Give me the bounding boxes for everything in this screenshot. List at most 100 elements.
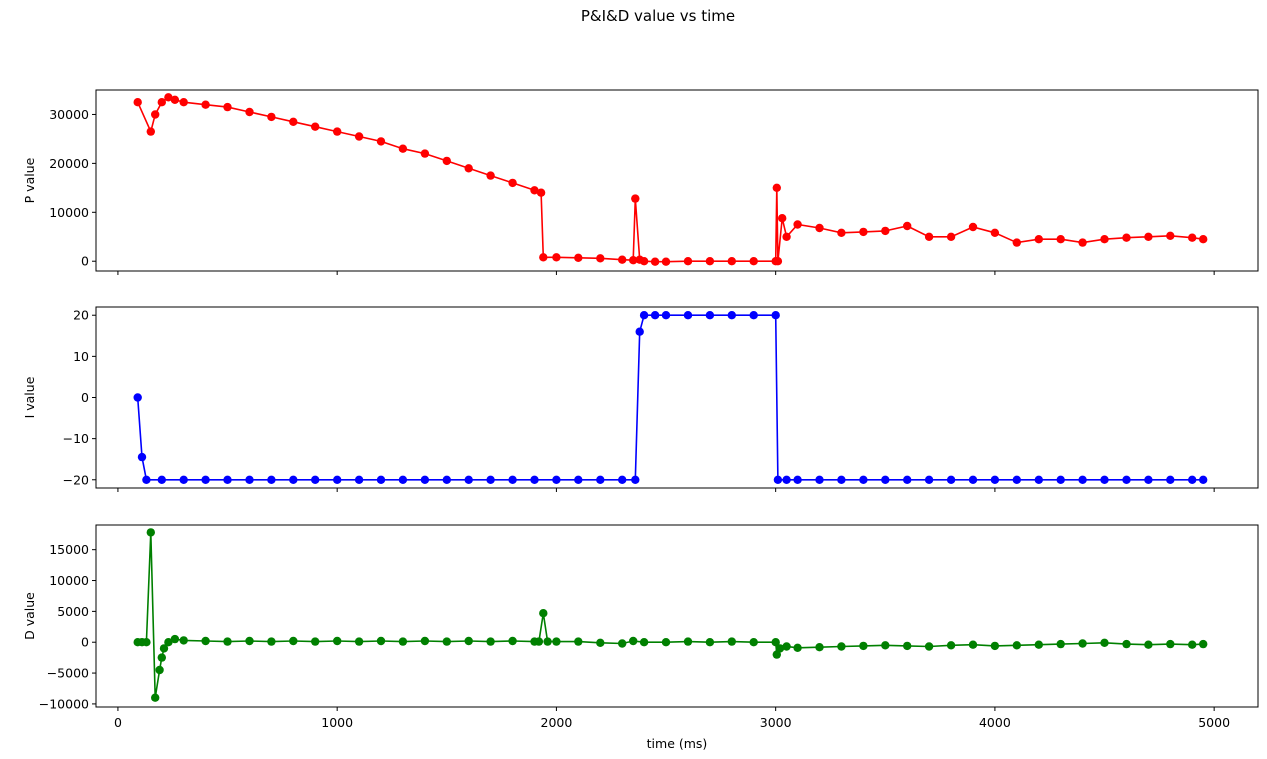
d-value-line — [137, 532, 1204, 698]
p-value-axis-label: P value — [22, 157, 37, 203]
i-value-point — [267, 475, 276, 484]
d-value-point — [1122, 639, 1131, 649]
i-value-point — [1144, 475, 1153, 484]
p-value-y-tick-label: 10000 — [49, 205, 89, 220]
d-value-point — [157, 653, 166, 662]
i-value-point — [530, 475, 539, 484]
i-value-point — [1012, 475, 1021, 484]
i-value-point — [245, 475, 254, 484]
i-value-point — [201, 475, 210, 484]
d-value-point — [1166, 639, 1175, 649]
d-value-point — [508, 636, 517, 646]
i-value-point — [618, 475, 627, 484]
p-value-point — [772, 183, 781, 192]
d-value-point — [946, 641, 956, 650]
i-value-point — [946, 475, 956, 484]
i-value-point — [1056, 475, 1065, 484]
p-value-point — [508, 178, 517, 188]
p-value-point — [903, 221, 912, 231]
p-value-point — [773, 257, 783, 266]
p-value-point — [639, 257, 649, 266]
p-value-point — [859, 227, 868, 237]
d-value-point — [146, 528, 155, 537]
d-value-point — [164, 638, 173, 647]
p-value-point — [442, 156, 451, 166]
d-value-point — [543, 637, 552, 646]
i-value-y-tick-label: 20 — [73, 308, 89, 323]
i-value-point — [639, 311, 649, 320]
p-value-point — [530, 186, 539, 195]
p-value-y-tick-label: 30000 — [49, 107, 89, 122]
p-value-point — [815, 223, 824, 233]
i-value-point — [773, 475, 783, 484]
p-value-point — [552, 253, 561, 262]
d-value-point — [1012, 641, 1021, 650]
p-value-point — [420, 149, 430, 158]
d-value-point — [1056, 639, 1065, 649]
x-tick-label: 0 — [114, 715, 122, 730]
d-value-point — [705, 638, 715, 647]
p-value-point — [990, 228, 1000, 237]
p-value-point — [727, 257, 736, 266]
i-value-point — [837, 475, 846, 484]
i-value-point — [311, 475, 320, 484]
p-value-point — [1144, 232, 1153, 241]
i-value-line — [136, 314, 1204, 481]
figure-title: P&I&D value vs time — [581, 7, 735, 25]
x-tick-label: 3000 — [760, 715, 792, 730]
i-value-point — [683, 311, 693, 320]
p-value-point — [837, 228, 846, 237]
i-value-point — [631, 475, 640, 484]
i-value-axis-label: I value — [22, 376, 37, 418]
i-value-point — [705, 311, 715, 320]
i-value-point — [486, 475, 495, 484]
i-value-point — [1166, 475, 1175, 484]
x-tick-label: 5000 — [1198, 715, 1230, 730]
i-value-point — [635, 327, 644, 336]
p-value-y-tick-label: 20000 — [49, 156, 89, 171]
p-value-point — [618, 255, 627, 264]
p-value-point — [705, 257, 715, 266]
d-value-point — [596, 638, 605, 647]
p-value-point — [782, 232, 791, 241]
i-value-point — [1122, 475, 1131, 484]
d-value-point — [881, 641, 890, 650]
d-value-point — [639, 638, 649, 647]
d-value-point — [782, 642, 791, 651]
i-value-point — [508, 475, 517, 484]
i-value-y-tick-label: 10 — [73, 349, 89, 364]
i-value-axes-frame — [95, 306, 1259, 489]
d-value-point — [142, 638, 151, 647]
i-value-point — [596, 475, 605, 484]
p-value-point — [201, 100, 210, 109]
p-value-point — [1166, 231, 1175, 240]
p-value-point — [778, 214, 787, 223]
d-value-point — [552, 637, 561, 646]
d-value-panel: −10000 −5000 0 5000 10000 15000 0 1000 2000 3000 4… — [22, 524, 1259, 751]
p-value-point — [631, 194, 640, 203]
p-value-point — [133, 98, 142, 107]
i-value-point — [903, 475, 912, 484]
i-value-point — [650, 311, 660, 320]
p-value-point — [333, 127, 342, 136]
d-value-point — [815, 643, 824, 652]
d-value-y-tick-label: −10000 — [39, 696, 89, 711]
d-value-y-tick-label: 5000 — [57, 604, 89, 619]
d-value-point — [442, 637, 451, 646]
p-value-point — [157, 98, 166, 107]
i-value-point — [1078, 475, 1087, 484]
d-value-point — [179, 636, 188, 645]
d-value-point — [155, 665, 164, 675]
p-value-point — [464, 164, 473, 173]
x-tick-label: 4000 — [979, 715, 1011, 730]
d-value-point — [749, 638, 758, 647]
i-value-point — [1034, 475, 1044, 484]
p-value-point — [749, 257, 758, 266]
d-value-point — [968, 640, 978, 649]
x-axis-label: time (ms) — [647, 736, 708, 751]
i-value-point — [1199, 475, 1208, 484]
d-value-point — [289, 636, 298, 646]
x-tick-label: 2000 — [541, 715, 573, 730]
d-value-point — [990, 641, 1000, 651]
p-value-point — [946, 232, 956, 241]
